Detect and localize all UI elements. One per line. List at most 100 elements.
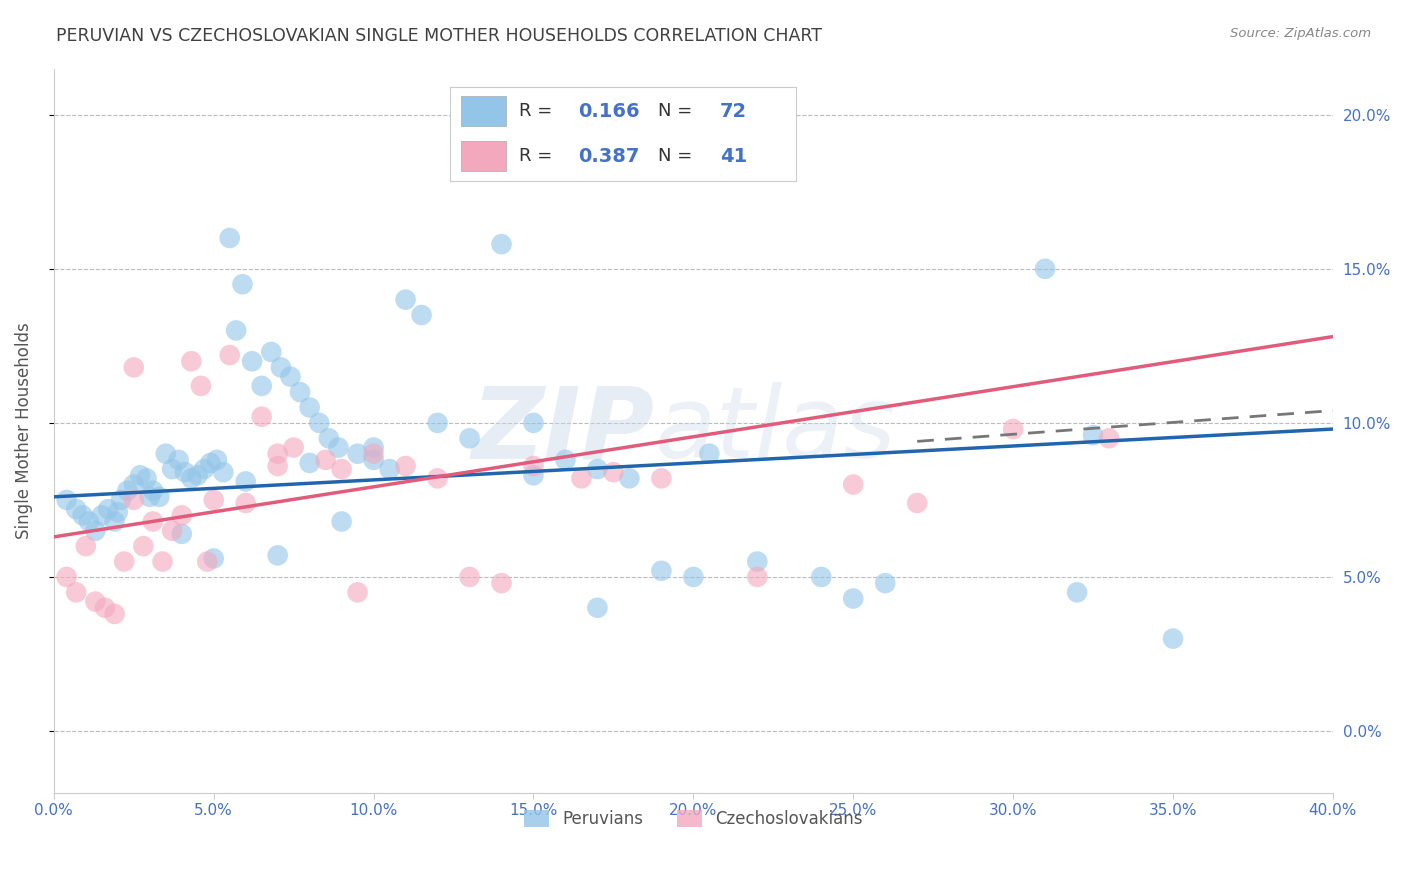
Point <box>235 475 257 489</box>
Point <box>129 468 152 483</box>
Point <box>112 555 135 569</box>
Point <box>72 508 94 523</box>
Point <box>187 468 209 483</box>
Point <box>65 502 87 516</box>
Point <box>330 462 353 476</box>
Point <box>1066 585 1088 599</box>
Point <box>250 409 273 424</box>
Point <box>152 555 174 569</box>
Point <box>650 564 672 578</box>
Point <box>394 293 416 307</box>
Point <box>491 237 513 252</box>
Point <box>75 539 97 553</box>
Point <box>155 447 177 461</box>
Point <box>586 462 609 476</box>
Text: atlas: atlas <box>655 382 897 479</box>
Point <box>193 462 215 476</box>
Point <box>174 465 197 479</box>
Point <box>231 277 253 292</box>
Point <box>235 496 257 510</box>
Point <box>554 453 576 467</box>
Point <box>308 416 330 430</box>
Point <box>218 348 240 362</box>
Point <box>190 379 212 393</box>
Text: PERUVIAN VS CZECHOSLOVAKIAN SINGLE MOTHER HOUSEHOLDS CORRELATION CHART: PERUVIAN VS CZECHOSLOVAKIAN SINGLE MOTHE… <box>56 27 823 45</box>
Point <box>142 483 165 498</box>
Point <box>200 456 222 470</box>
Point <box>266 549 288 563</box>
Point <box>1002 422 1025 436</box>
Point <box>117 483 139 498</box>
Point <box>875 576 897 591</box>
Point <box>346 585 368 599</box>
Point <box>110 492 132 507</box>
Point <box>602 465 624 479</box>
Point <box>1098 431 1121 445</box>
Point <box>167 453 190 467</box>
Point <box>810 570 832 584</box>
Point <box>1033 261 1056 276</box>
Point <box>170 508 193 523</box>
Point <box>363 453 385 467</box>
Point <box>426 471 449 485</box>
Point <box>122 477 145 491</box>
Point <box>458 431 481 445</box>
Point <box>298 456 321 470</box>
Point <box>266 447 288 461</box>
Point <box>160 462 183 476</box>
Point <box>202 551 225 566</box>
Point <box>132 539 155 553</box>
Point <box>160 524 183 538</box>
Point <box>458 570 481 584</box>
Point <box>55 570 77 584</box>
Point <box>522 416 544 430</box>
Point <box>218 231 240 245</box>
Point <box>90 508 112 523</box>
Point <box>699 447 721 461</box>
Point <box>84 594 107 608</box>
Point <box>104 607 127 621</box>
Point <box>107 505 129 519</box>
Point <box>283 441 305 455</box>
Point <box>180 471 202 485</box>
Point <box>240 354 263 368</box>
Point <box>905 496 928 510</box>
Point <box>378 462 401 476</box>
Point <box>225 323 247 337</box>
Point <box>288 385 311 400</box>
Text: ZIP: ZIP <box>472 382 655 479</box>
Point <box>170 526 193 541</box>
Point <box>571 471 593 485</box>
Point <box>650 471 672 485</box>
Point <box>270 360 292 375</box>
Point <box>135 471 157 485</box>
Point <box>315 453 337 467</box>
Point <box>266 458 288 473</box>
Point <box>747 555 769 569</box>
Point <box>202 492 225 507</box>
Point <box>205 453 228 467</box>
Point <box>619 471 641 485</box>
Point <box>522 458 544 473</box>
Point <box>491 576 513 591</box>
Point <box>142 515 165 529</box>
Point <box>94 600 117 615</box>
Point <box>97 502 120 516</box>
Point <box>426 416 449 430</box>
Point <box>682 570 704 584</box>
Point <box>139 490 162 504</box>
Point <box>747 570 769 584</box>
Point <box>522 468 544 483</box>
Point <box>250 379 273 393</box>
Point <box>330 515 353 529</box>
Point <box>346 447 368 461</box>
Legend: Peruvians, Czechoslovakians: Peruvians, Czechoslovakians <box>517 804 869 835</box>
Point <box>84 524 107 538</box>
Point <box>318 431 340 445</box>
Point <box>104 515 127 529</box>
Point <box>195 555 218 569</box>
Point <box>586 600 609 615</box>
Point <box>328 441 350 455</box>
Point <box>411 308 433 322</box>
Text: Source: ZipAtlas.com: Source: ZipAtlas.com <box>1230 27 1371 40</box>
